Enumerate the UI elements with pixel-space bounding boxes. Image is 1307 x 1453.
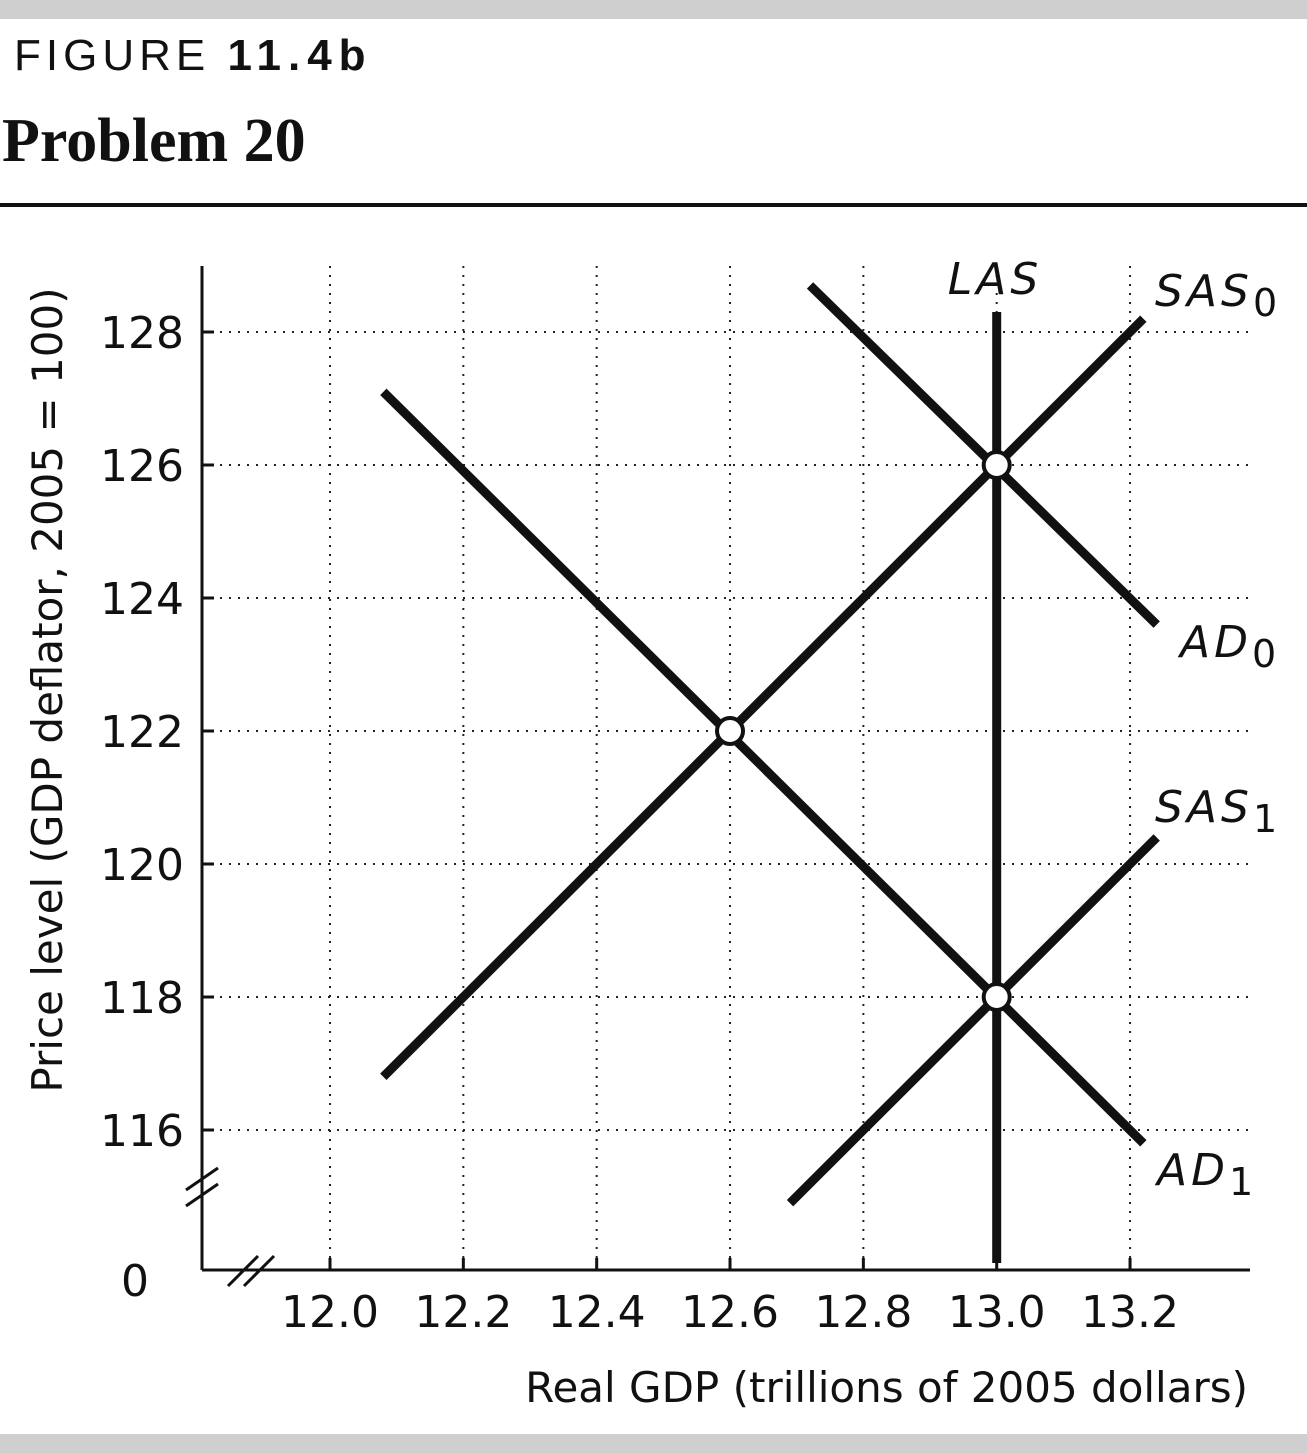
curve-label-main-sas1: SAS — [1155, 782, 1253, 833]
x-axis-title: Real GDP (trillions of 2005 dollars) — [525, 1363, 1248, 1412]
y-tick-label-2: 120 — [100, 840, 184, 891]
curve-ad0 — [806, 282, 1160, 628]
curve-sas0 — [380, 315, 1147, 1080]
y-axis-break-mark-2 — [185, 1182, 219, 1208]
curve-label-main-las: LAS — [948, 254, 1043, 305]
top-border-band — [0, 0, 1307, 19]
y-tick-label-0: 116 — [100, 1106, 184, 1157]
curve-label-subscript-ad1: 1 — [1229, 1160, 1257, 1204]
x-axis-break-mark-1 — [226, 1254, 260, 1288]
x-tick-label-1: 12.2 — [414, 1287, 512, 1338]
bottom-border-band — [0, 1434, 1307, 1453]
x-tick-label-3: 12.6 — [681, 1287, 779, 1338]
x-tick-label-5: 13.0 — [948, 1287, 1046, 1338]
curve-sas1 — [786, 834, 1160, 1207]
x-axis-break-mark-2 — [242, 1254, 276, 1288]
x-tick-label-2: 12.4 — [548, 1287, 646, 1338]
x-tick-label-4: 12.8 — [814, 1287, 912, 1338]
problem-title: Problem 20 — [2, 107, 306, 175]
curve-ad1 — [380, 388, 1147, 1147]
y-axis-title: Price level (GDP deflator, 2005 = 100) — [23, 287, 72, 1092]
origin-label: 0 — [121, 1256, 149, 1307]
curve-label-subscript-sas1: 1 — [1253, 797, 1281, 841]
figure-label: FIGURE 11.4b — [14, 34, 373, 78]
curve-label-subscript-ad0: 0 — [1252, 632, 1280, 676]
y-tick-label-6: 128 — [100, 308, 184, 359]
curve-label-sas1: SAS1 — [1155, 782, 1281, 841]
y-axis-break-mark-1 — [185, 1166, 219, 1192]
curve-label-sas0: SAS0 — [1155, 266, 1281, 325]
curve-label-main-sas0: SAS — [1155, 266, 1253, 317]
y-tick-label-3: 122 — [100, 707, 184, 758]
curve-label-ad1: AD1 — [1154, 1145, 1257, 1204]
figure-word: FIGURE — [14, 31, 211, 80]
x-tick-label-0: 12.0 — [281, 1287, 379, 1338]
figure-number: 11.4b — [227, 31, 373, 80]
curve-label-main-ad0: AD — [1177, 617, 1252, 668]
equilibrium-point-2 — [981, 982, 1012, 1012]
equilibrium-point-1 — [715, 716, 746, 746]
header-rule — [0, 203, 1307, 207]
curve-label-las: LAS — [948, 254, 1043, 305]
x-tick-label-6: 13.2 — [1081, 1287, 1179, 1338]
curve-label-main-ad1: AD — [1154, 1145, 1229, 1196]
y-tick-label-5: 126 — [100, 441, 184, 492]
equilibrium-point-0 — [981, 450, 1012, 480]
curve-label-ad0: AD0 — [1177, 617, 1280, 676]
curve-label-subscript-sas0: 0 — [1253, 281, 1281, 325]
y-tick-label-4: 124 — [100, 574, 184, 625]
y-tick-label-1: 118 — [100, 973, 184, 1024]
